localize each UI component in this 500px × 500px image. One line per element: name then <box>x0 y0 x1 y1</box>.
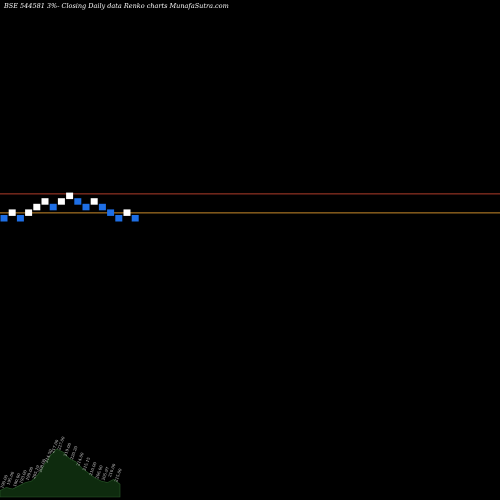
renko-brick-up <box>8 209 16 216</box>
renko-brick-up <box>33 203 41 211</box>
volume-price-label: 227.00 <box>56 435 66 450</box>
volume-price-label: 199.00 <box>25 466 35 481</box>
renko-brick-up <box>123 209 131 216</box>
volume-price-label: 214.50 <box>44 448 54 463</box>
volume-price-label: 205.97 <box>101 466 111 481</box>
renko-brick-down <box>98 203 106 211</box>
renko-brick-down <box>74 198 82 205</box>
volume-price-label: 206.00 <box>94 464 104 479</box>
volume-area-shape <box>0 448 121 498</box>
volume-price-label: 195.00 <box>6 470 16 485</box>
volume-price-label: 208.00 <box>37 458 47 473</box>
volume-price-label: 214.00 <box>75 451 85 466</box>
renko-brick-up <box>66 192 74 200</box>
reference-lines <box>0 193 500 214</box>
volume-price-label: 219.00 <box>63 442 73 457</box>
renko-brick-down <box>16 215 24 222</box>
volume-price-label: 210.00 <box>107 462 117 477</box>
volume-price-label: 215.00 <box>113 467 123 482</box>
renko-brick-down <box>0 215 8 222</box>
renko-brick-up <box>57 198 65 205</box>
renko-bricks <box>0 192 139 222</box>
renko-brick-down <box>115 215 123 222</box>
renko-brick-down <box>131 215 139 222</box>
renko-brick-down <box>82 203 90 211</box>
volume-price-label: 190.00 <box>12 472 22 487</box>
renko-brick-down <box>49 203 57 211</box>
volume-labels: 190.00195.00190.00193.00199.00205.19208.… <box>0 435 123 489</box>
renko-brick-down <box>107 209 115 216</box>
renko-brick-up <box>90 198 98 205</box>
chart-title: BSE 544581 3%- Closing Daily data Renko … <box>4 2 229 10</box>
volume-price-label: 220.20 <box>69 445 79 460</box>
volume-price-label: 190.00 <box>0 474 9 489</box>
volume-price-label: 210.00 <box>88 461 98 476</box>
volume-price-label: 217.00 <box>50 438 60 453</box>
volume-price-label: 205.19 <box>31 464 41 479</box>
volume-area <box>0 448 121 498</box>
volume-price-label: 193.00 <box>18 469 28 484</box>
renko-brick-up <box>25 209 33 216</box>
renko-brick-up <box>41 198 49 205</box>
volume-price-label: 215.15 <box>82 456 92 471</box>
